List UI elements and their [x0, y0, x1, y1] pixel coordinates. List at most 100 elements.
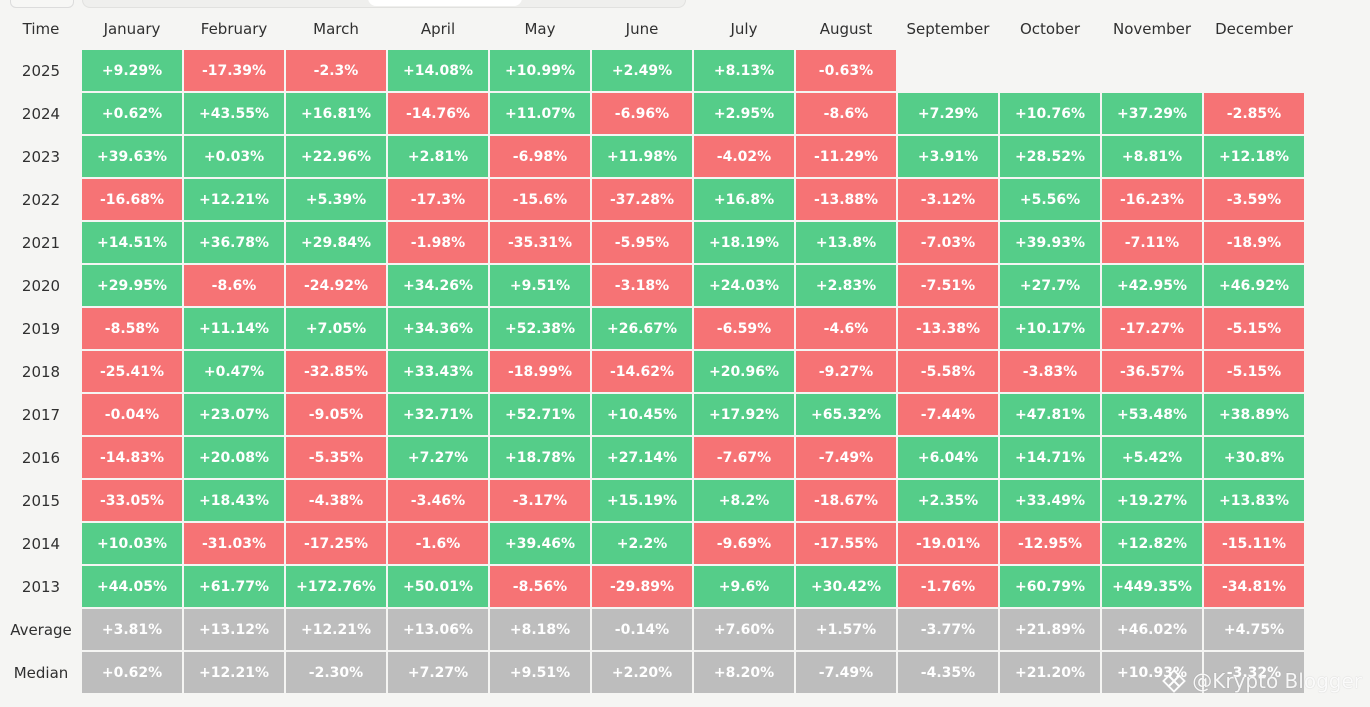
row-label: 2014 [21, 534, 61, 553]
year-row: 2014 +10.03% -31.03% -17.25% -1.6% +39.46% +2.… [0, 523, 1370, 564]
heatmap-cell: +52.71% [490, 394, 590, 435]
heatmap-cell: +14.51% [82, 222, 182, 263]
heatmap-cell: +2.95% [694, 93, 794, 134]
row-label: 2013 [21, 577, 61, 596]
heatmap-cell: +0.62% [82, 652, 182, 693]
heatmap-cell: -4.02% [694, 136, 794, 177]
heatmap-cell: +7.27% [388, 437, 488, 478]
month-header-april: April [420, 19, 456, 38]
heatmap-cell: -7.03% [898, 222, 998, 263]
heatmap-cell: +15.19% [592, 480, 692, 521]
heatmap-cell: -16.68% [82, 179, 182, 220]
heatmap-cell: -8.58% [82, 308, 182, 349]
heatmap-cell: +18.78% [490, 437, 590, 478]
year-row: 2020 +29.95% -8.6% -24.92% +34.26% +9.51% -3.1… [0, 265, 1370, 306]
heatmap-cell: -18.9% [1204, 222, 1304, 263]
heatmap-cell: -33.05% [82, 480, 182, 521]
heatmap-cell: +18.43% [184, 480, 284, 521]
heatmap-cell: -5.95% [592, 222, 692, 263]
heatmap-cell: +2.20% [592, 652, 692, 693]
heatmap-cell: -14.76% [388, 93, 488, 134]
heatmap-cell: +38.89% [1204, 394, 1304, 435]
heatmap-cell: -7.67% [694, 437, 794, 478]
heatmap-cell: +39.63% [82, 136, 182, 177]
heatmap-cell: +21.89% [1000, 609, 1100, 650]
row-label: 2015 [21, 491, 61, 510]
heatmap-cell: -18.67% [796, 480, 896, 521]
heatmap-cell: -36.57% [1102, 351, 1202, 392]
heatmap-cell: +36.78% [184, 222, 284, 263]
heatmap-cell: +1.57% [796, 609, 896, 650]
heatmap-cell: -3.77% [898, 609, 998, 650]
heatmap-cell: +5.42% [1102, 437, 1202, 478]
year-row: 2021 +14.51% +36.78% +29.84% -1.98% -35.31% -5… [0, 222, 1370, 263]
heatmap-cell: -35.31% [490, 222, 590, 263]
heatmap-cell: +20.08% [184, 437, 284, 478]
heatmap-cell: +8.20% [694, 652, 794, 693]
heatmap-cell: -3.46% [388, 480, 488, 521]
year-row: 2013 +44.05% +61.77% +172.76% +50.01% -8.56% -… [0, 566, 1370, 607]
heatmap-cell: -7.49% [796, 437, 896, 478]
heatmap-cell: +9.51% [490, 652, 590, 693]
heatmap-cell: +4.75% [1204, 609, 1304, 650]
heatmap-cell: +46.92% [1204, 265, 1304, 306]
month-header-september: September [906, 19, 990, 38]
heatmap-cell: +2.81% [388, 136, 488, 177]
year-row: 2022 -16.68% +12.21% +5.39% -17.3% -15.6% -37.… [0, 179, 1370, 220]
heatmap-cell: -2.3% [286, 50, 386, 91]
heatmap-cell: +17.92% [694, 394, 794, 435]
month-header-december: December [1215, 19, 1293, 38]
heatmap-cell: -32.85% [286, 351, 386, 392]
top-tab-active[interactable] [368, 0, 522, 6]
heatmap-cell: -3.32% [1204, 652, 1304, 693]
row-label: 2019 [21, 319, 61, 338]
year-row: 2015 -33.05% +18.43% -4.38% -3.46% -3.17% +15.… [0, 480, 1370, 521]
heatmap-cell: +3.81% [82, 609, 182, 650]
heatmap-cell: +19.27% [1102, 480, 1202, 521]
heatmap-cell: -8.6% [796, 93, 896, 134]
heatmap-cell: -7.49% [796, 652, 896, 693]
heatmap-cell: +39.93% [1000, 222, 1100, 263]
heatmap-cell: -18.99% [490, 351, 590, 392]
heatmap-cell: +13.8% [796, 222, 896, 263]
heatmap-cell: +2.83% [796, 265, 896, 306]
heatmap-cell: -19.01% [898, 523, 998, 564]
heatmap-cell: -9.69% [694, 523, 794, 564]
heatmap-cell: +65.32% [796, 394, 896, 435]
heatmap-cell: -17.55% [796, 523, 896, 564]
month-header-january: January [103, 19, 161, 38]
heatmap-cell: +11.14% [184, 308, 284, 349]
summary-row: Average +3.81% +13.12% +12.21% +13.06% +8.18%… [0, 609, 1370, 650]
row-label: 2020 [21, 276, 61, 295]
year-row: 2018 -25.41% +0.47% -32.85% +33.43% -18.99% -1… [0, 351, 1370, 392]
row-label: 2017 [21, 405, 61, 424]
top-tab-left[interactable] [10, 0, 74, 8]
heatmap-cell: +34.36% [388, 308, 488, 349]
heatmap-cell: -2.85% [1204, 93, 1304, 134]
heatmap-cell: +10.99% [490, 50, 590, 91]
row-label: Average [10, 620, 72, 639]
heatmap-cell: +6.04% [898, 437, 998, 478]
heatmap-cell: +61.77% [184, 566, 284, 607]
heatmap-cell: +32.71% [388, 394, 488, 435]
heatmap-cell: +12.21% [286, 609, 386, 650]
year-row: 2025 +9.29% -17.39% -2.3% +14.08% +10.99% +2.4… [0, 50, 1370, 91]
heatmap-cell: -31.03% [184, 523, 284, 564]
heatmap-cell: +37.29% [1102, 93, 1202, 134]
heatmap-cell: +10.03% [82, 523, 182, 564]
heatmap-cell: +0.47% [184, 351, 284, 392]
summary-row: Median +0.62% +12.21% -2.30% +7.27% +9.51% +2.… [0, 652, 1370, 693]
heatmap-cell: +20.96% [694, 351, 794, 392]
heatmap-cell: +21.20% [1000, 652, 1100, 693]
heatmap-cell: +10.45% [592, 394, 692, 435]
heatmap-cell: -0.14% [592, 609, 692, 650]
heatmap-cell: -17.3% [388, 179, 488, 220]
heatmap-cell: +53.48% [1102, 394, 1202, 435]
heatmap-cell: -7.44% [898, 394, 998, 435]
heatmap-cell: -1.76% [898, 566, 998, 607]
heatmap-cell: +29.84% [286, 222, 386, 263]
heatmap-cell: +7.27% [388, 652, 488, 693]
heatmap-cell: +3.91% [898, 136, 998, 177]
heatmap-cell: +7.29% [898, 93, 998, 134]
heatmap-cell: -2.30% [286, 652, 386, 693]
